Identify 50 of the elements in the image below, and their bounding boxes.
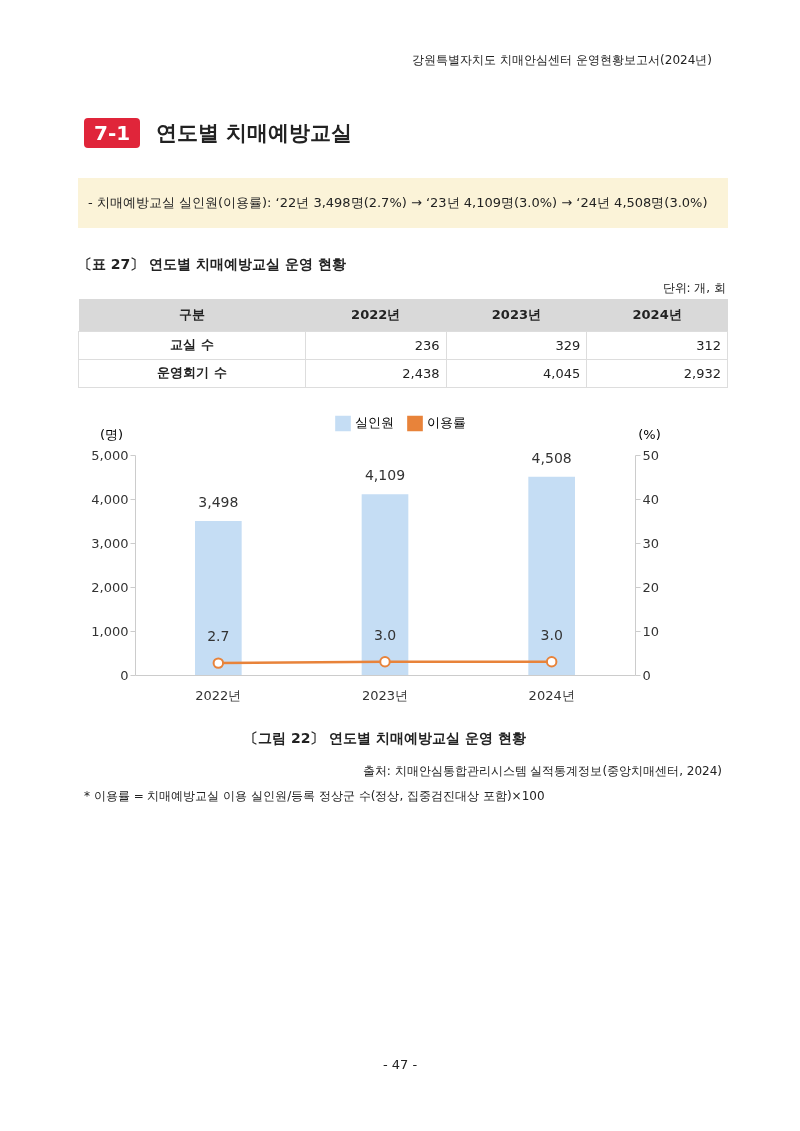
bar: [195, 521, 242, 675]
text: 〔그림 22〕 연도별 치매예방교실 운영 현황: [244, 730, 526, 746]
y-tick-label: 4,000: [91, 491, 129, 507]
text: 구분: [78, 299, 306, 331]
legend-label: 실인원: [355, 415, 394, 431]
category-label: 2023년: [446, 299, 587, 331]
y2-tick-label: 50: [642, 447, 660, 463]
data-label: 4,045: [446, 359, 587, 387]
category-label: 2022년: [305, 299, 447, 331]
data-label: 312: [586, 331, 728, 359]
text: 강원특별자치도 치매안심센터 운영현황보고서(2024년): [412, 52, 712, 69]
y2-tick-label: 40: [642, 491, 660, 507]
y-tick-label: 0: [120, 667, 129, 683]
x-tick-label: 2023년: [361, 687, 409, 703]
text: 단위: 개, 회: [661, 280, 726, 297]
data-label: 3.0: [540, 626, 563, 643]
y2-tick-label: 10: [642, 623, 660, 639]
category-label: 2024년: [586, 299, 728, 331]
text: 7-1: [84, 118, 141, 148]
y-tick-label: 5,000: [91, 447, 129, 463]
data-label: 2,438: [305, 359, 447, 387]
data-label: 4,508: [531, 449, 572, 466]
text: - 47 -: [381, 1057, 419, 1072]
y2-tick-label: 20: [642, 579, 660, 595]
text: 운영회기 수: [78, 359, 306, 387]
text: - 치매예방교실 실인원(이용률): ‘22년 3,498명(2.7%) → ‘23년 4,109명(3.0%) → ‘24년 4,508명(3.0%): [78, 178, 728, 228]
data-label: 236: [305, 331, 447, 359]
text: 〔표 27〕 연도별 치매예방교실 운영 현황: [78, 256, 347, 274]
y-tick-label: 2,000: [91, 579, 129, 595]
x-tick-label: 2024년: [528, 687, 575, 703]
y2-tick-label: 30: [642, 535, 660, 551]
y2-axis-title: (%): [638, 426, 661, 442]
bar: [361, 494, 409, 675]
x-tick-label: 2022년: [195, 687, 242, 703]
y-tick-label: 1,000: [91, 623, 129, 639]
text: 연도별 치매예방교실: [156, 120, 353, 147]
data-label: 2,932: [586, 359, 728, 387]
text: 교실 수: [78, 331, 306, 359]
source-note: 출처: 치매안심통합관리시스템 실적통계정보(중앙치매센터, 2024): [362, 763, 722, 780]
data-label: 329: [446, 331, 587, 359]
legend-label: 이용률: [427, 415, 466, 431]
data-label: 3,498: [198, 494, 239, 511]
data-label: 2.7: [207, 628, 230, 645]
y2-tick-label: 0: [642, 667, 651, 683]
data-label: 4,109: [364, 467, 406, 484]
text: * 이용률 = 치매예방교실 이용 실인원/등록 정상군 수(정상, 집중검진대상 포함)×100: [84, 788, 545, 805]
bar: [528, 476, 575, 675]
y-tick-label: 3,000: [91, 535, 129, 551]
data-label: 3.0: [373, 626, 397, 643]
y-axis-title: (명): [99, 426, 124, 442]
